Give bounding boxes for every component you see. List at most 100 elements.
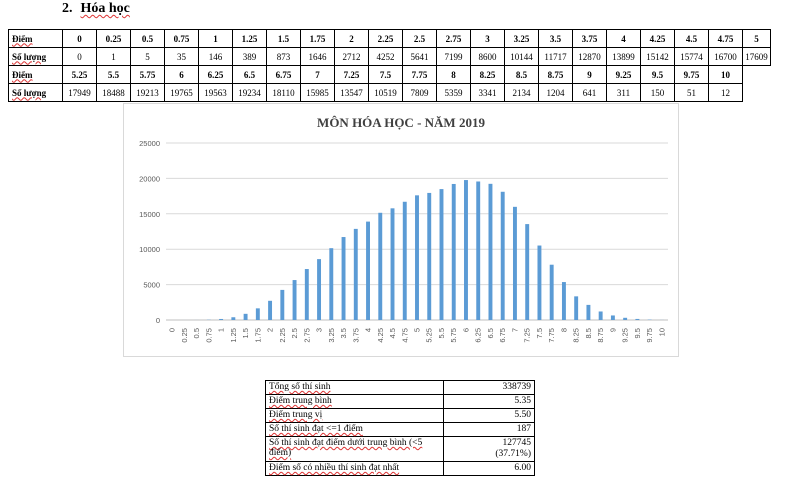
stats-label-text: Điểm trung bình (269, 396, 332, 406)
x-tick-label: 5 (413, 328, 422, 332)
score-point-cell: 7.25 (334, 65, 369, 84)
x-tick-label: 8.75 (596, 328, 605, 343)
score-point-cell: 2.5 (402, 29, 437, 48)
score-point-cell: 1 (198, 29, 233, 48)
score-point-cell: 10 (708, 65, 743, 84)
score-point-cell: 5.5 (96, 65, 131, 84)
stats-label: Tổng số thí sinh (265, 380, 444, 395)
x-tick-label: 7 (510, 328, 519, 332)
stats-row: Số thí sinh đạt <=1 điểm 187 (265, 422, 535, 437)
score-point-cell: 4.25 (640, 29, 675, 48)
score-count-cell: 1 (96, 47, 131, 66)
score-count-cell: 7809 (402, 83, 437, 102)
x-tick-label: 5.25 (425, 328, 434, 343)
stats-value: 127745 (502, 438, 532, 448)
bar (329, 248, 334, 320)
stats-value: 6.00 (514, 463, 531, 473)
x-tick-label: 0.5 (192, 328, 201, 338)
score-count-cell: 17949 (62, 83, 97, 102)
y-tick-label: 25000 (139, 139, 160, 148)
x-tick-label: 6.25 (474, 328, 483, 343)
score-count-cell: 2712 (334, 47, 369, 66)
stats-label: Điểm trung bình (265, 394, 444, 409)
x-tick-label: 3.75 (351, 328, 360, 343)
score-count-cell: 1204 (538, 83, 573, 102)
chart-title: MÔN HÓA HỌC - NĂM 2019 (317, 115, 485, 130)
chart-container: MÔN HÓA HỌC - NĂM 2019 0 5000 10000 15000 20… (123, 103, 679, 357)
score-count-cell: 10519 (368, 83, 403, 102)
score-point-cell: 7 (300, 65, 335, 84)
score-point-cell: 6.25 (198, 65, 233, 84)
score-point-label-text: Điểm (12, 69, 33, 80)
score-count-cell: 12 (708, 83, 743, 102)
bar (549, 264, 554, 320)
bar (476, 181, 481, 320)
stats-label: Điểm trung vị (265, 408, 444, 423)
score-count-cell: 15774 (674, 47, 709, 66)
y-tick-label: 5000 (143, 281, 160, 290)
x-tick-label: 0.25 (180, 328, 189, 343)
bar (427, 192, 432, 320)
stats-label-text: Điểm số có nhiều thí sinh đạt nhất (269, 463, 400, 473)
x-tick-label: 9.25 (621, 328, 630, 343)
score-point-cell: 9 (572, 65, 607, 84)
bar (537, 245, 542, 320)
stats-value-cell: 338739 (443, 380, 535, 395)
score-point-cell: 5 (742, 29, 771, 48)
x-tick-label: 3.25 (327, 328, 336, 343)
score-count-cell: 11717 (538, 47, 573, 66)
score-point-cell: 0 (62, 29, 97, 48)
score-count-cell: 19213 (130, 83, 165, 102)
score-point-label-text: Điểm (12, 33, 33, 44)
score-count-cell: 12870 (572, 47, 607, 66)
x-tick-label: 4.75 (400, 328, 409, 343)
score-count-cell: 16700 (708, 47, 743, 66)
score-point-cell: 4.75 (708, 29, 743, 48)
score-distribution-table: Điểm 0 0.25 0.5 0.75 1 1.25 1.5 1.75 2 2.25 2.5 2.75… (8, 29, 771, 102)
score-count-cell: 5641 (402, 47, 437, 66)
score-count-cell: 5 (130, 47, 165, 66)
score-point-cell: 0.5 (130, 29, 165, 48)
bar (488, 183, 493, 320)
stats-row: Điểm trung bình 5.35 (265, 394, 535, 409)
stats-label-text: Số thí sinh đạt <=1 điểm (269, 424, 363, 434)
score-count-cell: 15142 (640, 47, 675, 66)
x-tick-label: 9.75 (645, 328, 654, 343)
x-tick-label: 2.75 (302, 328, 311, 343)
y-tick-label: 0 (156, 316, 160, 325)
stats-label: Số thí sinh đạt <=1 điểm (265, 422, 444, 437)
x-tick-label: 1.5 (241, 328, 250, 338)
x-tick-label: 2.5 (290, 328, 299, 338)
score-point-cell: 2 (334, 29, 369, 48)
score-count-cell: 15985 (300, 83, 335, 102)
score-count-cell: 873 (266, 47, 301, 66)
score-count-label: Số lượng (8, 83, 63, 102)
score-point-cell: 8.5 (504, 65, 539, 84)
bar (525, 224, 530, 320)
bar (341, 237, 346, 320)
y-tick-label: 20000 (139, 174, 160, 183)
x-tick-label: 9 (608, 328, 617, 332)
score-count-cell: 0 (62, 47, 97, 66)
section-number: 2. (62, 1, 73, 16)
stats-value: 187 (516, 424, 531, 434)
bar (610, 315, 615, 320)
x-tick-label: 3.5 (339, 328, 348, 338)
stats-value-cell: 5.35 (443, 394, 535, 409)
score-count-cell: 19234 (232, 83, 267, 102)
stats-label-text: Số thí sinh đạt điểm dưới trung bình (<5… (269, 438, 423, 458)
x-tick-label: 1.75 (253, 328, 262, 343)
bar (231, 317, 236, 320)
score-count-label-text: Số lượng (12, 87, 47, 98)
score-count-cell: 311 (606, 83, 641, 102)
score-point-cell: 9.75 (674, 65, 709, 84)
bar (635, 318, 640, 320)
score-point-cell: 0.25 (96, 29, 131, 48)
score-count-cell: 389 (232, 47, 267, 66)
bar (255, 308, 260, 320)
score-point-cell: 3 (470, 29, 505, 48)
score-count-cell: 13547 (334, 83, 369, 102)
score-point-cell: 1.5 (266, 29, 301, 48)
bar (304, 269, 309, 320)
section-title: Hóa học (80, 1, 130, 16)
